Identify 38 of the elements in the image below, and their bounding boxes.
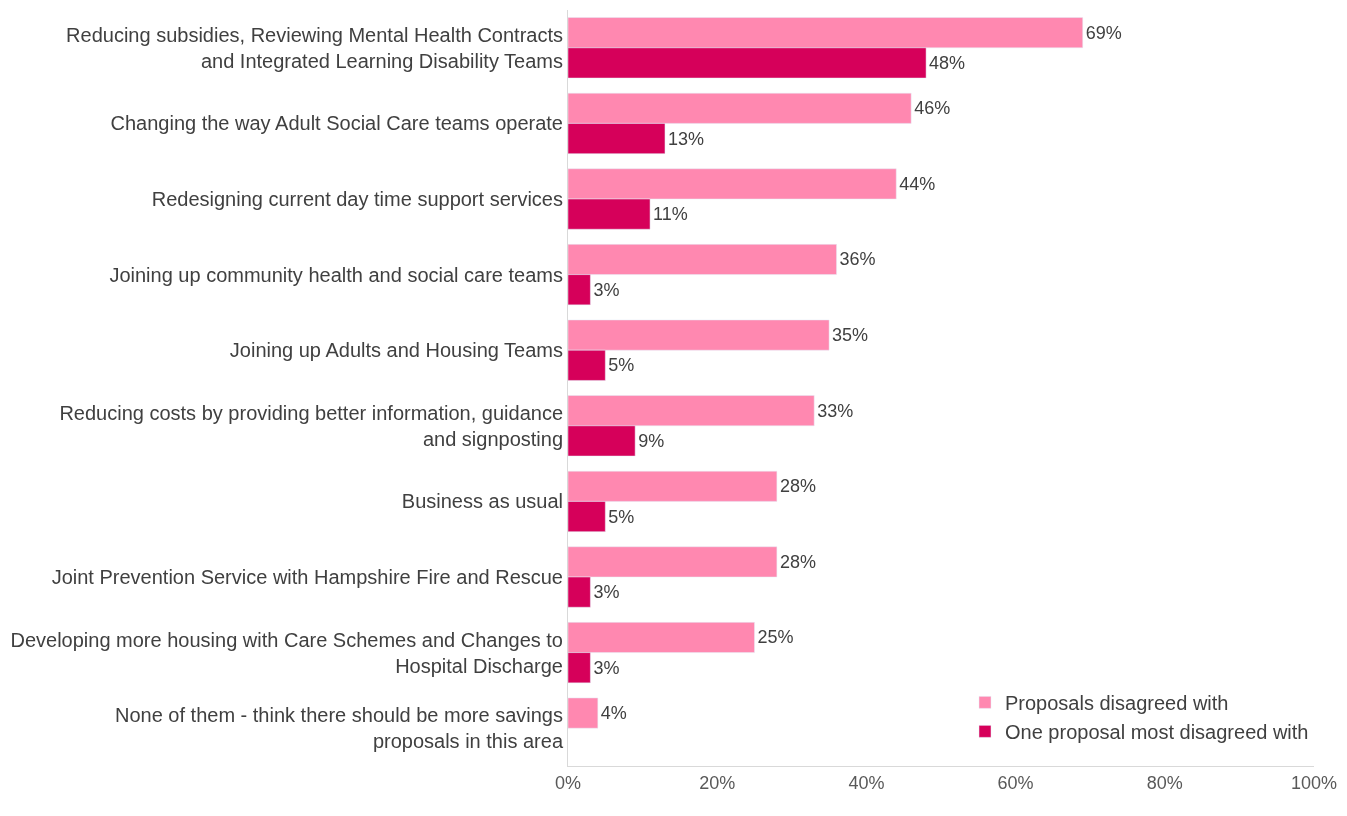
- data-label: 36%: [839, 249, 876, 270]
- bar: [568, 697, 599, 729]
- data-label: 28%: [779, 476, 816, 497]
- x-tick-label: 40%: [848, 772, 885, 793]
- y-tick-label: Business as usual: [401, 490, 563, 513]
- data-label: 4%: [600, 703, 627, 724]
- data-label: 69%: [1085, 22, 1122, 43]
- data-label: 3%: [593, 279, 620, 300]
- data-label: 25%: [757, 627, 794, 648]
- legend-label: Proposals disagreed with: [1005, 692, 1229, 715]
- data-label: 9%: [638, 430, 665, 451]
- data-label: 3%: [593, 582, 620, 603]
- y-tick-label: Reducing subsidies, Reviewing Mental Health Contracts and Integrated Learning Disability Teams: [66, 23, 563, 72]
- x-tick-label: 60%: [997, 772, 1034, 793]
- x-tick-label: 20%: [699, 772, 736, 793]
- y-tick-label: Joining up Adults and Housing Teams: [229, 339, 563, 362]
- y-tick-label: Changing the way Adult Social Care teams operate: [110, 112, 563, 135]
- y-tick-label: Redesigning current day time support services: [151, 188, 563, 210]
- data-label: 44%: [899, 173, 936, 194]
- data-label: 5%: [608, 506, 635, 527]
- data-label: 11%: [653, 204, 688, 225]
- y-tick-label: Joining up community health and social care teams: [109, 263, 563, 286]
- x-tick-label: 100%: [1290, 772, 1338, 793]
- x-tick-label: 80%: [1146, 772, 1183, 793]
- y-tick-label: Reducing costs by providing better information, guidance and signposting: [59, 401, 563, 450]
- x-tick-label: 0%: [554, 772, 582, 793]
- y-tick-label: Developing more housing with Care Schemes and Changes to Hospital Discharge: [10, 628, 563, 677]
- data-label: 13%: [667, 128, 705, 149]
- data-label: 48%: [929, 52, 966, 73]
- data-label: 35%: [832, 325, 869, 346]
- data-label: 28%: [779, 551, 816, 572]
- data-label: 46%: [914, 98, 951, 119]
- data-label: 33%: [817, 400, 854, 421]
- y-tick-label: Joint Prevention Service with Hampshire Fire and Rescue: [51, 566, 563, 588]
- data-label: 3%: [593, 657, 620, 678]
- data-label: 5%: [608, 355, 635, 376]
- legend-label: One proposal most disagreed with: [1005, 721, 1309, 744]
- y-tick-label: None of them - think there should be more savings proposals in this area: [114, 704, 564, 753]
